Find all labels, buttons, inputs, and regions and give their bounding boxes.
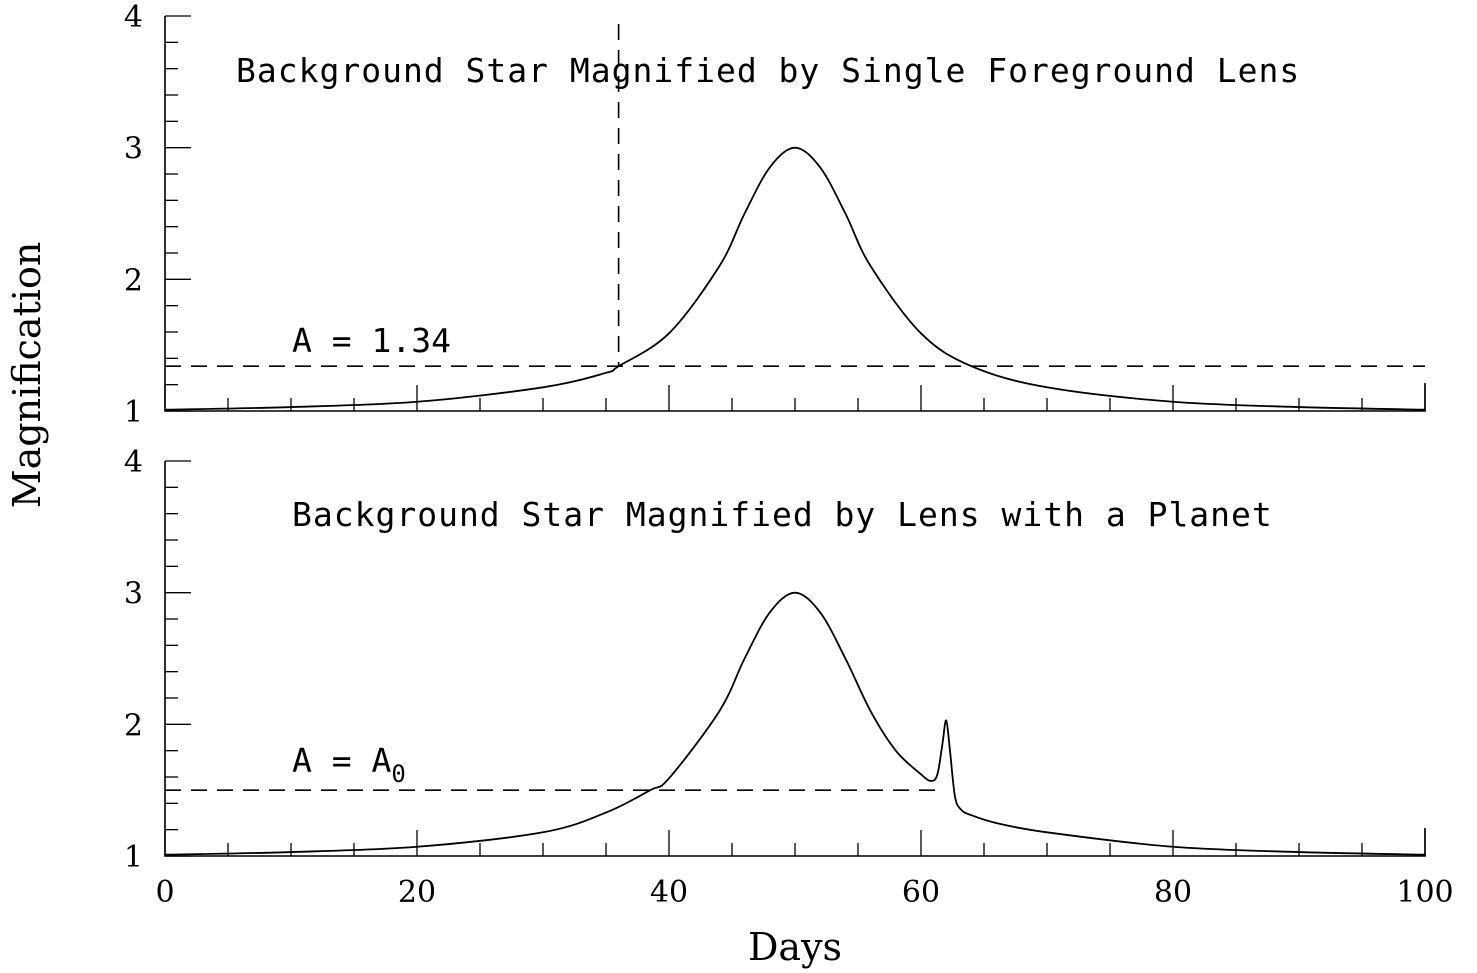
top-panel: 1 2 3 4 Background Star Magnified by Single… — [124, 0, 1426, 430]
top-panel-ticks — [164, 15, 1426, 412]
bottom-annotation-main: A = A — [292, 741, 391, 780]
y-tick-label: 4 — [124, 445, 143, 480]
bottom-threshold-annotation: A = A0 — [292, 741, 406, 788]
top-panel-y-tick-labels: 1 2 3 4 — [124, 0, 143, 430]
top-panel-title: Background Star Magnified by Single Fore… — [236, 51, 1300, 90]
bottom-panel-title: Background Star Magnified by Lens with a… — [292, 495, 1273, 534]
bottom-panel: 1 2 3 4 0 20 40 60 80 100 Background Star Magnif… — [124, 445, 1454, 910]
y-axis-label: Magnification — [5, 242, 49, 509]
top-panel-axes — [164, 16, 1426, 412]
y-tick-label: 1 — [124, 840, 143, 875]
y-tick-label: 2 — [124, 708, 143, 743]
x-tick-label: 0 — [155, 875, 174, 910]
bottom-panel-x-tick-labels: 0 20 40 60 80 100 — [155, 875, 1453, 910]
bottom-panel-axes — [164, 461, 1426, 857]
x-tick-label: 80 — [1154, 875, 1192, 910]
x-tick-label: 60 — [902, 875, 940, 910]
bottom-panel-ticks — [164, 460, 1426, 857]
bottom-annotation-subscript: 0 — [391, 760, 405, 788]
y-tick-label: 2 — [124, 263, 143, 298]
x-tick-label: 20 — [398, 875, 436, 910]
y-tick-label: 4 — [124, 0, 143, 35]
x-axis-label: Days — [748, 925, 842, 969]
top-threshold-annotation: A = 1.34 — [292, 321, 451, 360]
y-tick-label: 3 — [124, 577, 143, 612]
top-magnification-curve — [164, 146, 1426, 411]
bottom-magnification-curve — [164, 591, 1426, 856]
x-tick-label: 40 — [650, 875, 688, 910]
y-tick-label: 1 — [124, 395, 143, 430]
y-tick-label: 3 — [124, 132, 143, 167]
x-tick-label: 100 — [1396, 875, 1453, 910]
bottom-panel-y-tick-labels: 1 2 3 4 — [124, 445, 143, 875]
